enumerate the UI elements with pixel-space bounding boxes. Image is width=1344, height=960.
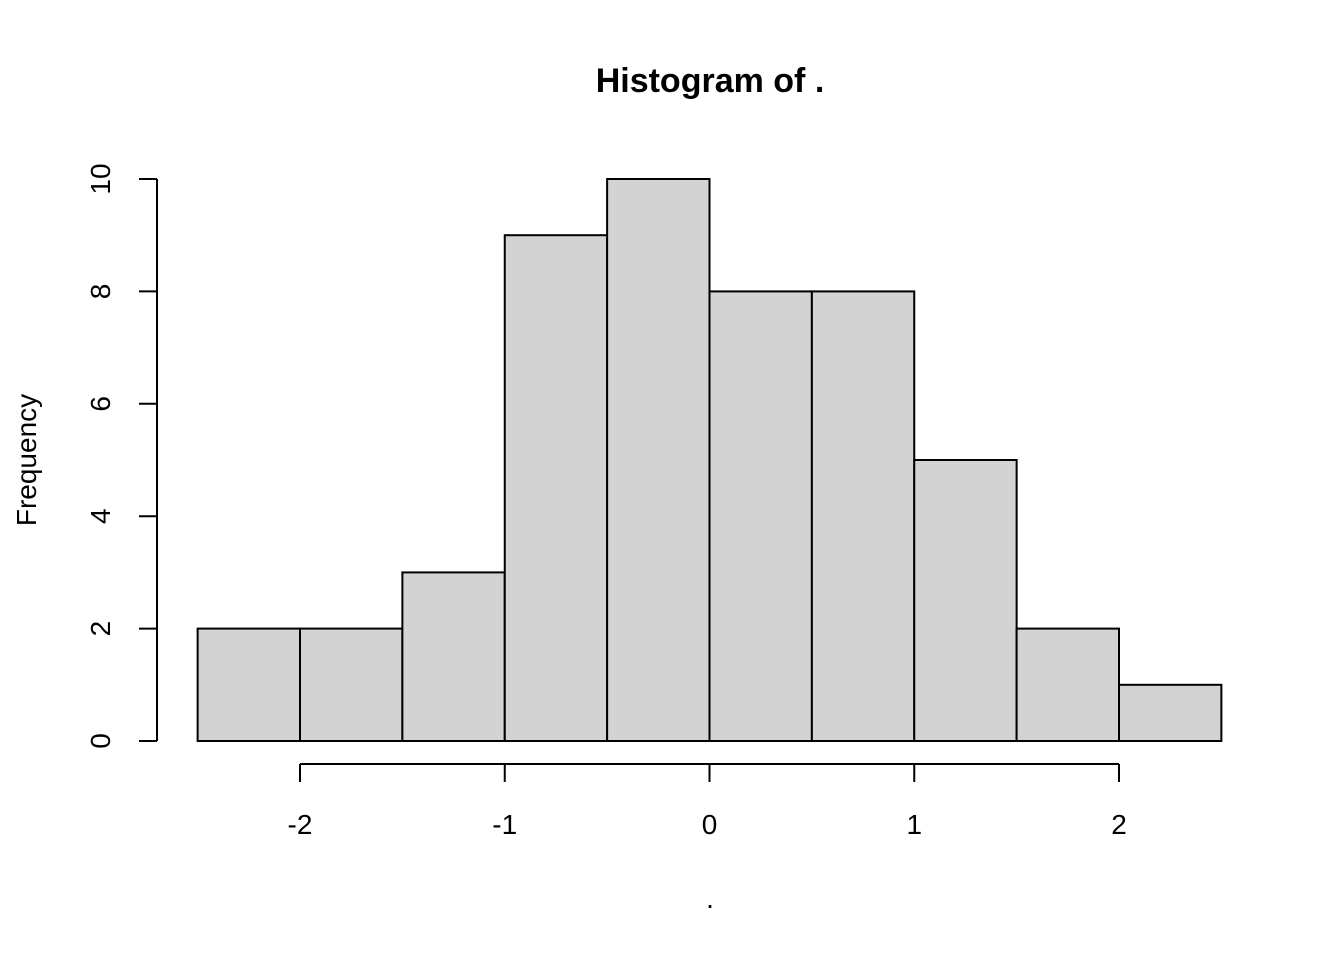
y-tick-label-0: 0 (85, 733, 116, 749)
histogram-bar-5 (708, 290, 813, 742)
x-tick-label-4: 2 (1111, 809, 1127, 840)
y-axis-label: Frequency (11, 394, 42, 526)
histogram-bar-8 (1015, 627, 1120, 742)
x-tick-label-3: 1 (906, 809, 922, 840)
y-tick-label-4: 8 (85, 284, 116, 300)
y-tick-label-2: 4 (85, 508, 116, 524)
x-axis-label: . (706, 883, 714, 914)
x-tick-label-0: -2 (288, 809, 313, 840)
histogram-bar-9 (1118, 683, 1223, 742)
y-axis: 0 2 4 6 8 10 (85, 163, 158, 749)
histogram-bar-0 (196, 627, 301, 742)
bars-group (196, 178, 1223, 743)
y-tick-label-5: 10 (85, 163, 116, 194)
histogram-bar-7 (913, 459, 1018, 742)
chart-title: Histogram of . (596, 62, 825, 100)
histogram-bar-3 (503, 234, 609, 742)
y-tick-label-1: 2 (85, 621, 116, 637)
x-axis: -2 -1 0 1 2 (288, 763, 1127, 840)
histogram-bar-1 (299, 627, 404, 742)
histogram-bar-2 (401, 571, 506, 743)
x-tick-label-1: -1 (492, 809, 517, 840)
y-tick-label-3: 6 (85, 396, 116, 412)
histogram-bar-6 (810, 290, 916, 742)
histogram-bar-4 (606, 178, 711, 742)
x-tick-label-2: 0 (702, 809, 718, 840)
